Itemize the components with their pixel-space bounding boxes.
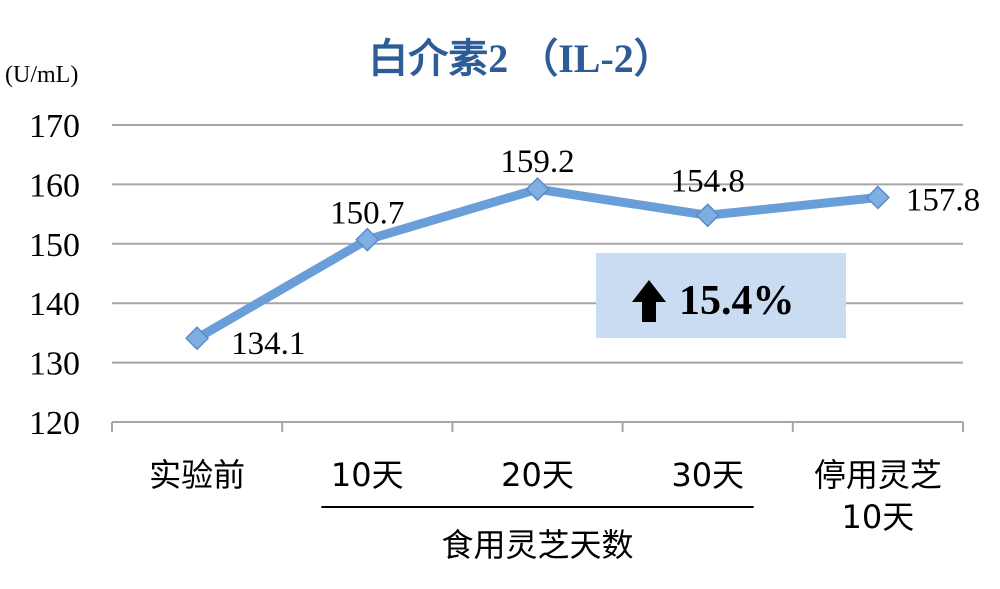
change-callout: 15.4%: [596, 253, 846, 338]
data-labels: 134.1 150.7 159.2 154.8 157.8: [231, 144, 980, 362]
series-il2: [185, 177, 890, 351]
y-tick-label: 140: [29, 286, 80, 323]
y-axis-tick-labels: 120 130 140 150 160 170: [29, 108, 80, 442]
up-arrow-icon: [632, 280, 666, 322]
y-tick-label: 170: [29, 108, 80, 145]
y-axis-unit-label: (U/mL): [5, 62, 78, 88]
callout-percent: 15.4%: [679, 278, 795, 324]
data-label: 150.7: [330, 196, 404, 232]
x-tick-label: 停用灵芝: [814, 456, 942, 494]
data-label: 154.8: [671, 163, 745, 199]
data-point-marker: [355, 227, 380, 252]
y-tick-label: 160: [29, 167, 80, 204]
chart-title: 白介素2 （IL-2）: [368, 36, 674, 81]
x-axis-group-label: 食用灵芝天数: [441, 526, 633, 564]
x-tick-label: 20天: [501, 456, 574, 494]
data-label: 134.1: [231, 326, 305, 362]
x-axis-group: 食用灵芝天数: [321, 506, 754, 564]
x-tick-label: 30天: [671, 456, 744, 494]
data-label: 159.2: [500, 144, 574, 180]
data-point-marker: [185, 326, 210, 351]
y-tick-label: 130: [29, 346, 80, 383]
x-tick-label: 10天: [842, 498, 915, 536]
data-point-marker: [865, 185, 890, 210]
x-axis-tick-labels: 实验前 10天 20天 30天 停用灵芝 10天: [149, 456, 942, 536]
x-axis: [111, 422, 964, 432]
data-label: 157.8: [906, 182, 980, 218]
y-tick-label: 120: [29, 405, 80, 442]
y-tick-label: 150: [29, 227, 80, 264]
data-point-marker: [695, 203, 720, 228]
x-tick-label: 10天: [331, 456, 404, 494]
x-tick-label: 实验前: [149, 456, 245, 494]
data-point-marker: [525, 177, 550, 202]
